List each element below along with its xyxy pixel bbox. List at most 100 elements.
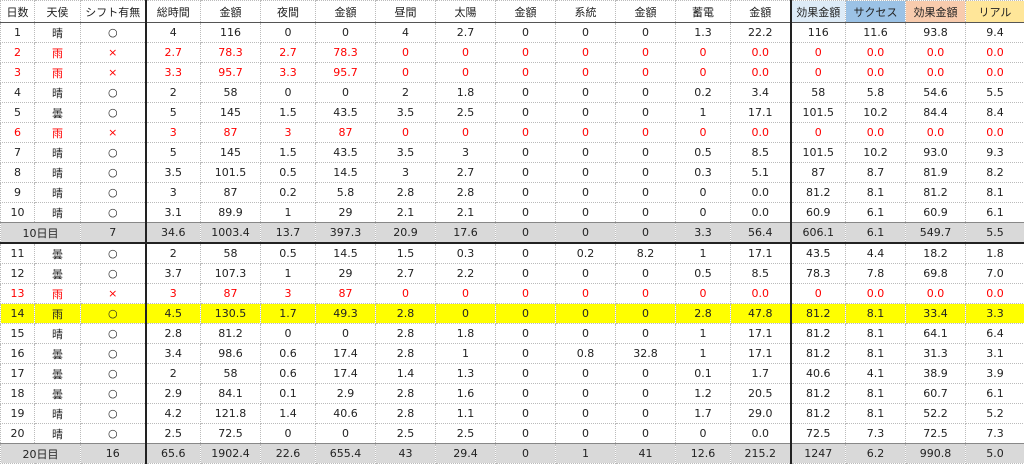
- table-cell: ○: [80, 263, 147, 284]
- table-cell: ×: [80, 42, 147, 63]
- table-cell: 17.1: [730, 323, 792, 344]
- table-cell: 5.1: [730, 162, 792, 183]
- table-cell: 3.5: [145, 162, 201, 183]
- table-cell: 29: [315, 202, 376, 223]
- table-cell: 0: [495, 162, 556, 183]
- table-cell: 0: [675, 122, 731, 143]
- table-cell: 606.1: [790, 222, 846, 244]
- table-cell: 2.8: [375, 403, 436, 424]
- table-cell: 8.1: [965, 182, 1024, 203]
- table-cell: 0: [615, 383, 676, 404]
- table-cell: 93.8: [905, 22, 966, 43]
- table-cell: 5.0: [965, 443, 1024, 464]
- table-cell: 7.0: [965, 263, 1024, 284]
- column-header: 系統: [555, 0, 616, 23]
- table-row: 2 雨 × 2.7 78.3 2.7 78.3 0 0 0 0 0 0 0.0 0 0.0 0.0 0.0: [0, 42, 1024, 63]
- table-cell: 69.8: [905, 263, 966, 284]
- table-cell: 72.5: [200, 423, 261, 444]
- table-cell: 2.2: [435, 263, 496, 284]
- table-cell: 曇: [34, 383, 81, 404]
- table-cell: 38.9: [905, 363, 966, 384]
- table-cell: ○: [80, 303, 147, 324]
- table-cell: 98.6: [200, 343, 261, 364]
- table-row: 4 晴 ○ 2 58 0 0 2 1.8 0 0 0 0.2 3.4 58 5.8 54.6 5.5: [0, 82, 1024, 103]
- table-cell: 1.3: [675, 22, 731, 43]
- table-cell: 0: [260, 423, 316, 444]
- table-cell: 16: [80, 443, 147, 464]
- header-row: 日数 天侯 シフト有無 総時間 金額 夜間 金額 昼間 太陽 金額 系統 金額 蓄電 金額 効果金額 サクセス…: [0, 0, 1024, 23]
- table-body: 1 晴 ○ 4 116 0 0 4 2.7 0 0 0 1.3 22.2 116 11.6 93.8 9.4 2 雨 ×…: [0, 22, 1024, 464]
- table-cell: 8.5: [730, 263, 792, 284]
- table-cell: 7: [80, 222, 147, 244]
- table-cell: 655.4: [315, 443, 376, 464]
- column-header: 太陽: [435, 0, 496, 23]
- table-cell: 8.5: [730, 142, 792, 163]
- table-cell: 0: [555, 182, 616, 203]
- table-cell: 3: [145, 122, 201, 143]
- column-header: 天侯: [34, 0, 81, 23]
- table-cell: 81.2: [790, 323, 846, 344]
- table-row: 12 曇 ○ 3.7 107.3 1 29 2.7 2.2 0 0 0 0.5 8.5 78.3 7.8 69.…: [0, 263, 1024, 284]
- table-cell: 1: [260, 202, 316, 223]
- table-cell: 0: [435, 303, 496, 324]
- table-cell: 2.7: [435, 22, 496, 43]
- table-cell: 0: [555, 303, 616, 324]
- table-cell: 19: [0, 403, 35, 424]
- table-cell: 0: [675, 202, 731, 223]
- table-cell: 3: [435, 142, 496, 163]
- table-cell: 晴: [34, 423, 81, 444]
- column-header: 効果金額: [905, 0, 966, 23]
- table-cell: 0.1: [675, 363, 731, 384]
- table-cell: 0: [790, 283, 846, 304]
- table-cell: 89.9: [200, 202, 261, 223]
- table-cell: 81.2: [790, 383, 846, 404]
- table-cell: 5.8: [315, 182, 376, 203]
- table-cell: 0: [555, 42, 616, 63]
- table-cell: 0.6: [260, 363, 316, 384]
- table-cell: 0.0: [905, 62, 966, 83]
- table-cell: 1.8: [435, 323, 496, 344]
- table-cell: 0: [555, 423, 616, 444]
- table-cell: 0: [790, 122, 846, 143]
- table-cell: 8.2: [615, 242, 676, 264]
- table-cell: 81.2: [790, 303, 846, 324]
- table-cell: 3.3: [675, 222, 731, 244]
- table-cell: 17.4: [315, 343, 376, 364]
- table-cell: 78.3: [790, 263, 846, 284]
- table-cell: 1: [675, 242, 731, 264]
- table-cell: 2: [145, 363, 201, 384]
- table-cell: 曇: [34, 363, 81, 384]
- table-cell: 0: [615, 403, 676, 424]
- table-row: 11 曇 ○ 2 58 0.5 14.5 1.5 0.3 0 0.2 8.2 1 17.1 43.5 4.4 1…: [0, 242, 1024, 264]
- table-cell: 8.1: [845, 383, 906, 404]
- table-cell: 0: [555, 162, 616, 183]
- table-row: 20日目 16 65.6 1902.4 22.6 655.4 43 29.4 0 1 41 12.6 2…: [0, 443, 1024, 464]
- table-cell: 87: [200, 182, 261, 203]
- table-cell: 10.2: [845, 142, 906, 163]
- table-cell: 0.0: [905, 122, 966, 143]
- table-cell: 0.0: [730, 122, 792, 143]
- table-row: 1 晴 ○ 4 116 0 0 4 2.7 0 0 0 1.3 22.2 116 11.6 93.8 9.4: [0, 22, 1024, 43]
- table-cell: 34.6: [145, 222, 201, 244]
- table-cell: 0: [615, 263, 676, 284]
- table-row: 10日目 7 34.6 1003.4 13.7 397.3 20.9 17.6 0 0 0 3.3 56…: [0, 222, 1024, 244]
- table-row: 14 雨 ○ 4.5 130.5 1.7 49.3 2.8 0 0 0 0 2.8 47.8 81.2 8.1…: [0, 303, 1024, 324]
- table-cell: 1: [435, 343, 496, 364]
- table-cell: 3: [145, 283, 201, 304]
- table-cell: 1.2: [675, 383, 731, 404]
- table-cell: 0: [790, 62, 846, 83]
- table-cell: 0: [615, 363, 676, 384]
- table-cell: ○: [80, 102, 147, 123]
- table-cell: ○: [80, 423, 147, 444]
- table-cell: 3.3: [260, 62, 316, 83]
- table-cell: 8.1: [845, 303, 906, 324]
- table-cell: 曇: [34, 242, 81, 264]
- column-header: シフト有無: [80, 0, 147, 23]
- table-cell: 3: [260, 283, 316, 304]
- table-cell: 1.5: [375, 242, 436, 264]
- table-cell: 1: [675, 343, 731, 364]
- table-cell: 13.7: [260, 222, 316, 244]
- table-cell: 81.2: [200, 323, 261, 344]
- table-cell: 2.7: [435, 162, 496, 183]
